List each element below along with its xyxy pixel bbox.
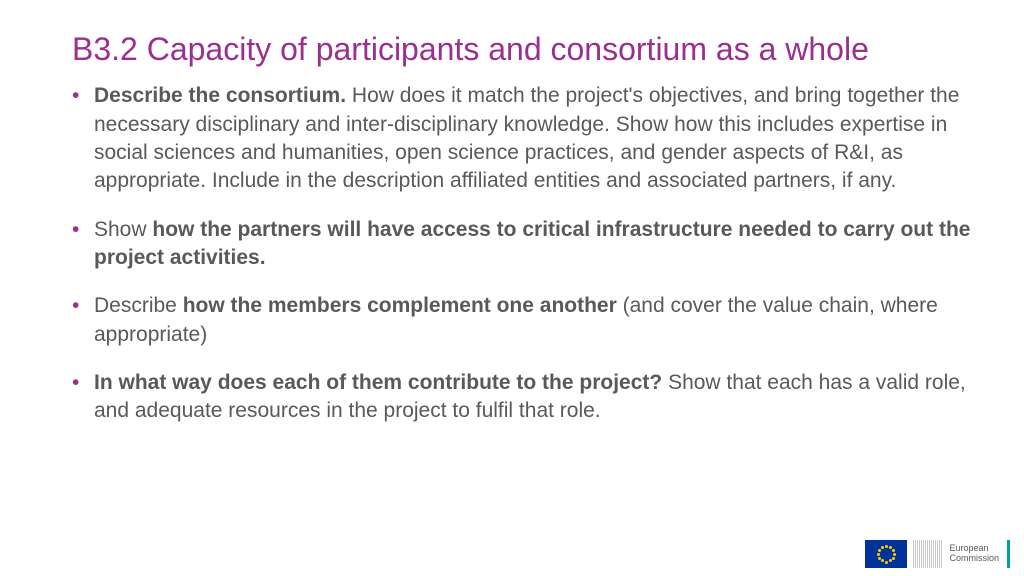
bullet-item: Describe the consortium. How does it mat…: [72, 82, 976, 195]
bullet-item: Describe how the members complement one …: [72, 292, 976, 349]
eu-star-icon: [892, 549, 895, 552]
accent-bar: [1007, 540, 1010, 568]
bullet-segment: how the partners will have access to cri…: [94, 218, 970, 269]
ec-graphic-icon: [913, 540, 943, 568]
bullet-segment: Show: [94, 218, 152, 241]
bullet-segment: how the members complement one another: [183, 294, 617, 317]
bullet-item: In what way does each of them contribute…: [72, 369, 976, 426]
eu-star-icon: [885, 545, 888, 548]
bullet-list: Describe the consortium. How does it mat…: [72, 82, 976, 425]
eu-star-icon: [892, 557, 895, 560]
eu-star-icon: [878, 549, 881, 552]
footer-logo: European Commission: [865, 540, 1010, 568]
eu-stars: [876, 544, 896, 564]
eu-star-icon: [889, 559, 892, 562]
eu-star-icon: [878, 557, 881, 560]
ec-text: European Commission: [949, 544, 999, 564]
eu-star-icon: [877, 553, 880, 556]
eu-star-icon: [889, 546, 892, 549]
bullet-segment: In what way does each of them contribute…: [94, 371, 662, 394]
eu-star-icon: [893, 553, 896, 556]
slide-title: B3.2 Capacity of participants and consor…: [72, 30, 976, 68]
eu-flag-icon: [865, 540, 907, 568]
eu-star-icon: [885, 561, 888, 564]
eu-star-icon: [881, 559, 884, 562]
slide: B3.2 Capacity of participants and consor…: [0, 0, 1024, 576]
bullet-segment: Describe the consortium.: [94, 84, 346, 107]
ec-line2: Commission: [949, 554, 999, 564]
eu-star-icon: [881, 546, 884, 549]
bullet-segment: Describe: [94, 294, 183, 317]
bullet-item: Show how the partners will have access t…: [72, 216, 976, 273]
